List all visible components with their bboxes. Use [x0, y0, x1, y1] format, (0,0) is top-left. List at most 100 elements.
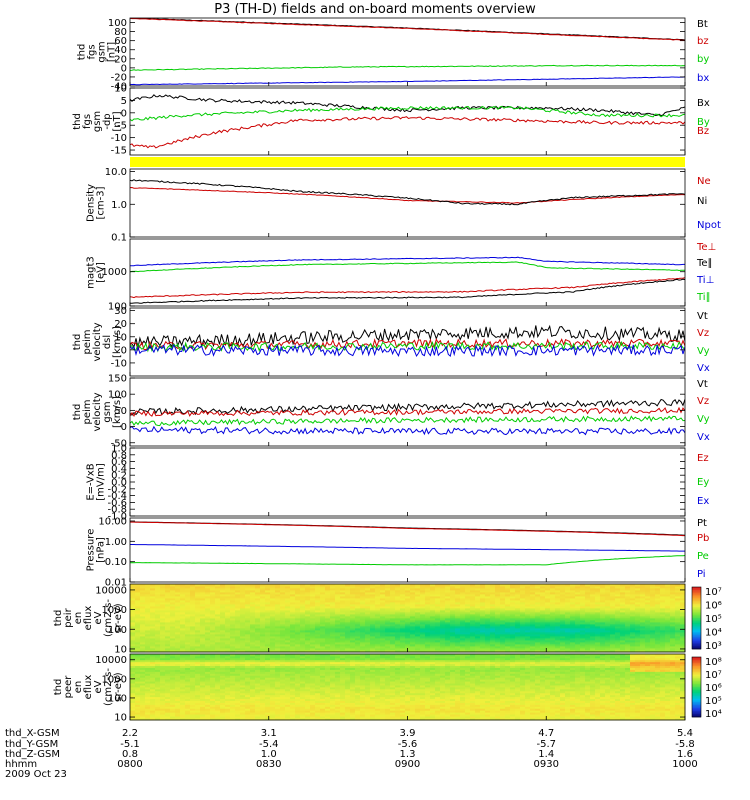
x-tick-label: 1.6: [677, 749, 693, 760]
series-line-Vz: [130, 406, 685, 417]
x-tick-label: 0800: [117, 759, 142, 770]
colorbar-tick-label: 10⁸: [705, 657, 722, 668]
colorbar-tick-label: 10³: [705, 641, 722, 652]
spectrogram-cells: [130, 584, 686, 653]
legend-bz: bz: [697, 36, 709, 47]
panel-efield: Ez Ey Ex 1.00.80.60.40.20.0-0.2-0.4-0.6-0.8…: [86, 444, 710, 523]
legend-Vx: Vx: [697, 432, 710, 443]
y-axis-label: thdpeimvelocitygsm[km/s]: [72, 392, 123, 431]
x-tick-label: 1.4: [538, 749, 554, 760]
y-tick-label: 10: [114, 332, 127, 343]
y-tick-label: 0: [121, 108, 127, 119]
y-tick-label: -0.4: [107, 491, 127, 502]
x-tick-label: -5.1: [120, 739, 140, 750]
y-tick-label: -0.8: [107, 505, 127, 516]
x-row-label: hhmm: [5, 759, 37, 770]
legend-Vt: Vt: [697, 311, 708, 322]
colorbar-tick-label: 10⁶: [705, 601, 722, 612]
y-tick-label: 1.00: [105, 537, 127, 548]
series-line-Pb: [130, 521, 685, 537]
panel-frame: [129, 238, 686, 307]
y-tick-label: 10: [114, 713, 127, 724]
y-tick-label: 1000: [102, 605, 127, 616]
y-tick-label: 100: [108, 390, 127, 401]
y-tick-label: 0.01: [105, 578, 127, 589]
y-tick-label: -15: [111, 146, 127, 157]
y-axis-label: thdpeirenefluxeV(cm2-s-sr-eV): [53, 599, 124, 637]
series-line-Vz: [130, 338, 685, 352]
x-tick-label: 3.9: [400, 728, 416, 739]
legend-Pe: Pe: [697, 551, 709, 562]
y-tick-label: 10.0: [105, 167, 127, 178]
series-line-bz: [130, 18, 685, 41]
panel-temperature: Te⊥ Te∥ Ti⊥ Ti∥ 1000 100 magt3[eV]: [86, 238, 716, 313]
panel-ion-spectrogram: 10⁷ 10⁶ 10⁵ 10⁴ 10³ 10000 1000 100 10 thdpeirenef…: [53, 583, 722, 655]
y-tick-label: 50: [114, 406, 127, 417]
series-line-Te⊥: [130, 277, 685, 299]
colorbar-tick-label: 10⁷: [705, 670, 722, 681]
y-tick-label: 0.0: [111, 478, 127, 489]
y-tick-label: 100: [108, 18, 127, 29]
x-tick-label: 1.0: [261, 749, 277, 760]
colorbar-tick-label: 10⁵: [705, 696, 722, 707]
series-line-Pi: [130, 544, 685, 552]
spectrogram-cells: [130, 654, 686, 721]
colorbar: 10⁷ 10⁶ 10⁵ 10⁴ 10³: [691, 586, 722, 652]
y-tick-label: 10: [114, 644, 127, 655]
panel-frame: [129, 447, 686, 517]
y-tick-label: 0.8: [111, 450, 127, 461]
y-tick-label: 0: [121, 63, 127, 74]
series-line-By: [130, 105, 685, 122]
legend-Vy: Vy: [697, 414, 710, 425]
figure-title: P3 (TH-D) fields and on-board moments ov…: [214, 2, 536, 17]
y-tick-label: 0.4: [111, 464, 127, 475]
series-line-Vy: [130, 415, 685, 427]
y-tick-label: 100: [108, 625, 127, 636]
legend-Ni: Ni: [697, 196, 707, 207]
series-line-Vx: [130, 425, 685, 436]
legend-Vx: Vx: [697, 363, 710, 374]
y-tick-label: 10000: [95, 585, 127, 596]
x-tick-label: 0830: [256, 759, 281, 770]
x-tick-label: -5.7: [536, 739, 556, 750]
x-tick-label: 2.2: [122, 728, 138, 739]
legend-by: by: [697, 54, 709, 65]
y-axis-label: thdpeimvelocitydsl[km/s]: [72, 322, 123, 361]
legend-Bx: Bx: [697, 98, 710, 109]
legend-Ti⊥: Ti⊥: [696, 275, 714, 286]
y-tick-label: 1000: [102, 267, 127, 278]
y-tick-label: 80: [114, 27, 127, 38]
x-tick-label: 0.8: [122, 749, 138, 760]
legend-Npot: Npot: [697, 220, 721, 231]
colorbar-tick-label: 10⁶: [705, 683, 722, 694]
series-line-Bz: [130, 116, 685, 149]
series-line-Ti⊥: [130, 256, 685, 267]
panel-flag: [130, 157, 685, 167]
legend-Ne: Ne: [697, 176, 711, 187]
y-tick-label: 1.0: [111, 444, 127, 455]
y-axis-label: thdfgsgsm-dp[nT]: [72, 111, 123, 132]
legend-Bz: Bz: [697, 126, 709, 137]
y-tick-label: 40: [114, 45, 127, 56]
legend-By: By: [697, 117, 710, 128]
x-tick-label: 5.4: [677, 728, 693, 739]
y-axis-label: magt3[eV]: [86, 256, 107, 289]
panel-pressure: Pt Pb Pe Pi 10.00 1.00 0.10 0.01 Pressure[nPa]: [86, 516, 710, 588]
y-axis-label: E=-VxB[mV/m]: [86, 463, 107, 501]
colorbar-tick-label: 10⁴: [705, 628, 722, 639]
x-tick-label: 0900: [395, 759, 420, 770]
y-tick-label: -10: [111, 358, 127, 369]
legend-Vt: Vt: [697, 379, 708, 390]
y-tick-label: 1000: [102, 674, 127, 685]
colorbar: 10⁸ 10⁷ 10⁶ 10⁵ 10⁴: [691, 656, 722, 720]
y-tick-label: -1.0: [107, 512, 127, 523]
flag-bar: [130, 157, 685, 167]
x-tick-label: -5.6: [398, 739, 418, 750]
series-line-Ni: [130, 179, 685, 206]
y-tick-label: 10: [114, 84, 127, 95]
y-tick-label: 10.00: [98, 516, 127, 527]
legend-Ey: Ey: [697, 477, 709, 488]
